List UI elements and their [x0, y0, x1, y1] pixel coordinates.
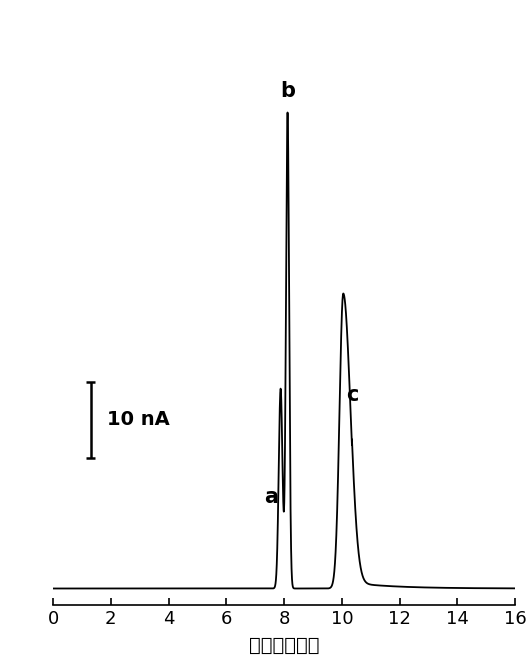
- Text: 10 nA: 10 nA: [107, 410, 169, 429]
- Text: c: c: [346, 385, 358, 405]
- Text: b: b: [280, 81, 295, 101]
- X-axis label: 时间（分钟）: 时间（分钟）: [249, 636, 319, 655]
- Text: a: a: [264, 487, 278, 507]
